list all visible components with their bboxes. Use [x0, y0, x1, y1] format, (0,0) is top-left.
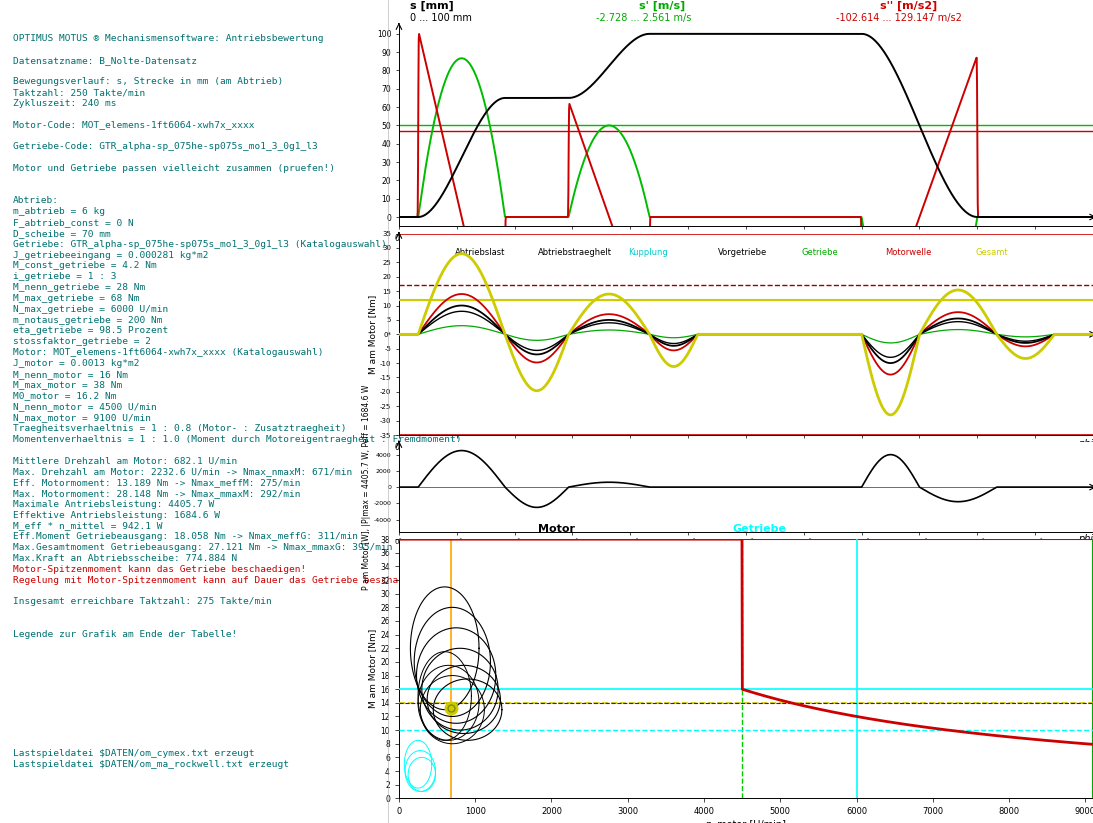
Text: -2.728 ... 2.561 m/s: -2.728 ... 2.561 m/s — [596, 13, 691, 23]
Y-axis label: P am Motor [W], |P|max = 4405.7 W, Peff = 1684.6 W: P am Motor [W], |P|max = 4405.7 W, Peff … — [362, 384, 371, 590]
X-axis label: n_motor [U/min]: n_motor [U/min] — [706, 819, 786, 823]
Text: Getriebe: Getriebe — [801, 248, 838, 257]
Text: phi: phi — [1078, 439, 1093, 449]
Text: Zykluszeit: 240 ms: Zykluszeit: 240 ms — [13, 99, 117, 108]
Text: M0_motor = 16.2 Nm: M0_motor = 16.2 Nm — [13, 392, 117, 400]
Text: Getriebe: Getriebe — [732, 524, 786, 534]
Text: Abtriebstraeghelt: Abtriebstraeghelt — [538, 248, 612, 257]
Text: Datensatzname: B_Nolte-Datensatz: Datensatzname: B_Nolte-Datensatz — [13, 56, 197, 65]
Text: Mittlere Drehzahl am Motor: 682.1 U/min: Mittlere Drehzahl am Motor: 682.1 U/min — [13, 457, 237, 465]
Text: Motor: Motor — [538, 524, 575, 534]
Text: s [mm]: s [mm] — [410, 1, 454, 11]
Text: M_max_motor = 38 Nm: M_max_motor = 38 Nm — [13, 380, 122, 389]
Text: J_motor = 0.0013 kg*m2: J_motor = 0.0013 kg*m2 — [13, 359, 140, 368]
Text: Max.Kraft an Abtriebsscheibe: 774.884 N: Max.Kraft an Abtriebsscheibe: 774.884 N — [13, 554, 237, 563]
Text: -102.614 ... 129.147 m/s2: -102.614 ... 129.147 m/s2 — [836, 13, 962, 23]
Text: Motor-Spitzenmoment kann das Getriebe beschaedigen!: Motor-Spitzenmoment kann das Getriebe be… — [13, 565, 306, 574]
Text: phi: phi — [1078, 534, 1093, 545]
Text: N_max_getriebe = 6000 U/min: N_max_getriebe = 6000 U/min — [13, 305, 168, 314]
Text: Eff. Motormoment: 13.189 Nm -> Nmax_meffM: 275/min: Eff. Motormoment: 13.189 Nm -> Nmax_meff… — [13, 478, 301, 487]
Text: Regelung mit Motor-Spitzenmoment kann auf Dauer das Getriebe beschaedigen!: Regelung mit Motor-Spitzenmoment kann au… — [13, 575, 438, 584]
Text: Motorwelle: Motorwelle — [885, 248, 931, 257]
Text: OPTIMUS MOTUS ® Mechanismensoftware: Antriebsbewertung: OPTIMUS MOTUS ® Mechanismensoftware: Ant… — [13, 34, 324, 43]
Text: Traegheitsverhaeltnis = 1 : 0.8 (Motor- : Zusatztraegheit): Traegheitsverhaeltnis = 1 : 0.8 (Motor- … — [13, 424, 346, 433]
Text: J_getriebeeingang = 0.000281 kg*m2: J_getriebeeingang = 0.000281 kg*m2 — [13, 250, 209, 259]
Text: Max. Drehzahl am Motor: 2232.6 U/min -> Nmax_nmaxM: 671/min: Max. Drehzahl am Motor: 2232.6 U/min -> … — [13, 467, 352, 477]
Text: Getriebe: GTR_alpha-sp_075he-sp075s_mo1_3_0g1_l3 (Katalogauswahl): Getriebe: GTR_alpha-sp_075he-sp075s_mo1_… — [13, 239, 387, 249]
Text: Lastspieldatei $DATEN/om_ma_rockwell.txt erzeugt: Lastspieldatei $DATEN/om_ma_rockwell.txt… — [13, 760, 289, 769]
Text: Abtrieb:: Abtrieb: — [13, 197, 59, 206]
Text: Motor: MOT_elemens-1ft6064-xwh7x_xxxx (Katalogauswahl): Motor: MOT_elemens-1ft6064-xwh7x_xxxx (K… — [13, 348, 324, 357]
Text: stossfaktor_getriebe = 2: stossfaktor_getriebe = 2 — [13, 337, 151, 346]
Text: m_notaus_getriebe = 200 Nm: m_notaus_getriebe = 200 Nm — [13, 315, 163, 324]
Text: Max.Gesamtmoment Getriebeausgang: 27.121 Nm -> Nmax_mmaxG: 395/min: Max.Gesamtmoment Getriebeausgang: 27.121… — [13, 543, 392, 552]
Text: eta_getriebe = 98.5 Prozent: eta_getriebe = 98.5 Prozent — [13, 327, 168, 336]
Text: Bewegungsverlauf: s, Strecke in mm (am Abtrieb): Bewegungsverlauf: s, Strecke in mm (am A… — [13, 77, 283, 86]
Y-axis label: M am Motor [Nm]: M am Motor [Nm] — [368, 295, 377, 374]
Text: N_max_motor = 9100 U/min: N_max_motor = 9100 U/min — [13, 413, 151, 422]
Y-axis label: M am Motor [Nm]: M am Motor [Nm] — [368, 629, 377, 709]
Text: D_scheibe = 70 mm: D_scheibe = 70 mm — [13, 229, 110, 238]
Text: M_max_getriebe = 68 Nm: M_max_getriebe = 68 Nm — [13, 294, 140, 303]
Text: Insgesamt erreichbare Taktzahl: 275 Takte/min: Insgesamt erreichbare Taktzahl: 275 Takt… — [13, 597, 272, 607]
Text: Abtriebslast: Abtriebslast — [455, 248, 505, 257]
Text: i_getriebe = 1 : 3: i_getriebe = 1 : 3 — [13, 272, 117, 281]
Text: M_const_getriebe = 4.2 Nm: M_const_getriebe = 4.2 Nm — [13, 262, 156, 271]
Text: M_nenn_motor = 16 Nm: M_nenn_motor = 16 Nm — [13, 370, 128, 379]
Text: Momentenverhaeltnis = 1 : 1.0 (Moment durch Motoreigentraegheit : Fremdmoment): Momentenverhaeltnis = 1 : 1.0 (Moment du… — [13, 435, 461, 444]
Text: Eff.Moment Getriebeausgang: 18.058 Nm -> Nmax_meffG: 311/min: Eff.Moment Getriebeausgang: 18.058 Nm ->… — [13, 532, 359, 542]
Text: m_abtrieb = 6 kg: m_abtrieb = 6 kg — [13, 207, 105, 216]
Text: Lastspieldatei $DATEN/om_cymex.txt erzeugt: Lastspieldatei $DATEN/om_cymex.txt erzeu… — [13, 749, 255, 758]
Text: Motor-Code: MOT_elemens-1ft6064-xwh7x_xxxx: Motor-Code: MOT_elemens-1ft6064-xwh7x_xx… — [13, 121, 255, 129]
Text: Vorgetriebe: Vorgetriebe — [718, 248, 767, 257]
Text: 0 ... 100 mm: 0 ... 100 mm — [410, 13, 472, 23]
Text: Taktzahl: 250 Takte/min: Taktzahl: 250 Takte/min — [13, 88, 145, 97]
Text: Motor und Getriebe passen vielleicht zusammen (pruefen!): Motor und Getriebe passen vielleicht zus… — [13, 164, 336, 173]
Text: N_nenn_motor = 4500 U/min: N_nenn_motor = 4500 U/min — [13, 402, 156, 412]
Text: Max. Motormoment: 28.148 Nm -> Nmax_mmaxM: 292/min: Max. Motormoment: 28.148 Nm -> Nmax_mmax… — [13, 489, 301, 498]
Text: Gesamt: Gesamt — [975, 248, 1008, 257]
Text: s' [m/s]: s' [m/s] — [639, 1, 685, 11]
Text: Maximale Antriebsleistung: 4405.7 W: Maximale Antriebsleistung: 4405.7 W — [13, 500, 214, 509]
Text: Kupplung: Kupplung — [628, 248, 668, 257]
Text: M_nenn_getriebe = 28 Nm: M_nenn_getriebe = 28 Nm — [13, 283, 145, 292]
Text: F_abtrieb_const = 0 N: F_abtrieb_const = 0 N — [13, 218, 133, 227]
Text: M_eff * n_mittel = 942.1 W: M_eff * n_mittel = 942.1 W — [13, 521, 163, 530]
Text: s'' [m/s2]: s'' [m/s2] — [880, 1, 937, 11]
Text: Getriebe-Code: GTR_alpha-sp_075he-sp075s_mo1_3_0g1_l3: Getriebe-Code: GTR_alpha-sp_075he-sp075s… — [13, 142, 318, 151]
Text: Legende zur Grafik am Ende der Tabelle!: Legende zur Grafik am Ende der Tabelle! — [13, 630, 237, 639]
Text: Effektive Antriebsleistung: 1684.6 W: Effektive Antriebsleistung: 1684.6 W — [13, 510, 220, 519]
